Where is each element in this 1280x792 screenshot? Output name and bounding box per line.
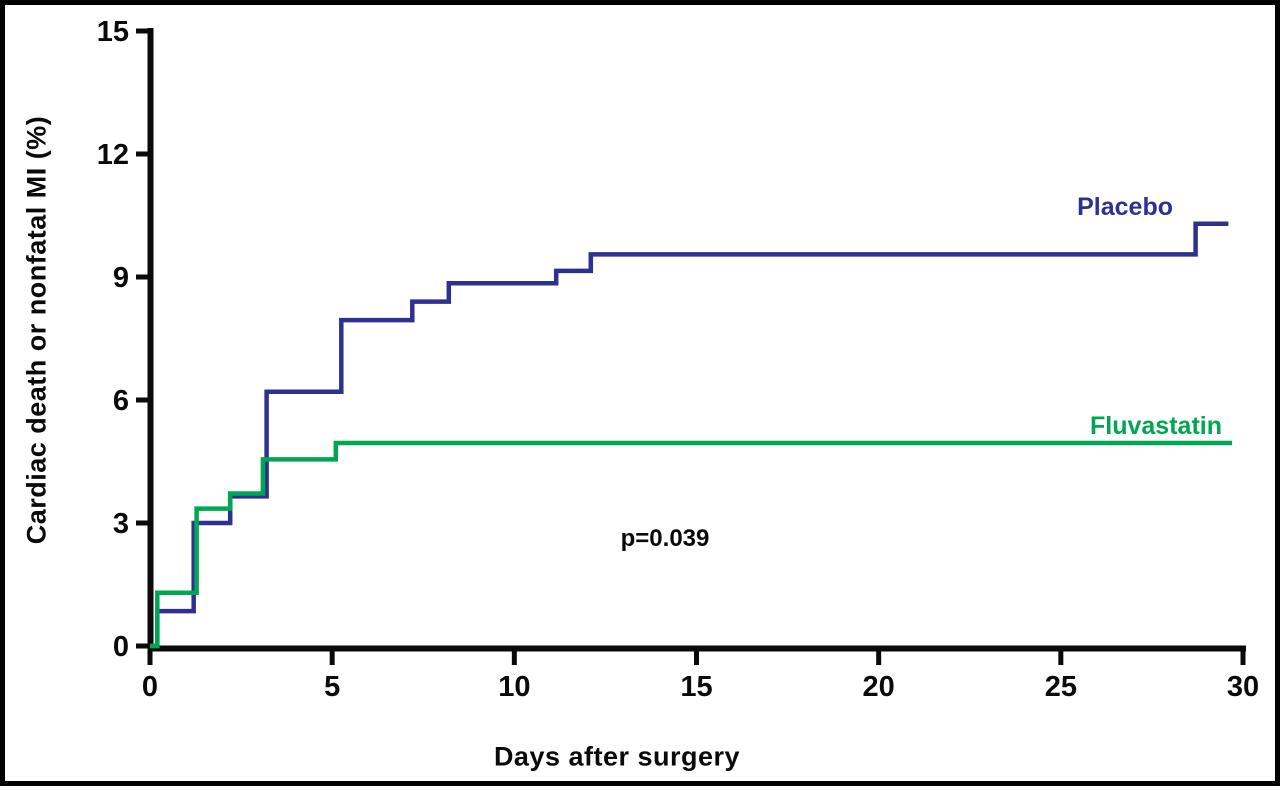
series-label-placebo: Placebo bbox=[1077, 193, 1173, 221]
y-tick-label: 3 bbox=[113, 508, 129, 540]
x-tick-label: 30 bbox=[1227, 671, 1259, 703]
y-tick-label: 12 bbox=[97, 139, 129, 171]
x-axis-title: Days after surgery bbox=[493, 741, 741, 772]
placebo-curve bbox=[150, 221, 1229, 649]
x-tick-label: 25 bbox=[1045, 671, 1077, 703]
x-tick-label: 15 bbox=[680, 671, 712, 703]
x-tick-label: 20 bbox=[863, 671, 895, 703]
y-tick-label: 15 bbox=[97, 16, 129, 48]
y-tick-label: 6 bbox=[113, 385, 129, 417]
p-value-annotation: p=0.039 bbox=[621, 525, 710, 552]
x-tick-label: 10 bbox=[498, 671, 530, 703]
series-label-fluvastatin: Fluvastatin bbox=[1090, 412, 1222, 440]
x-tick-label: 0 bbox=[142, 671, 158, 703]
x-tick-label: 5 bbox=[324, 671, 340, 703]
y-tick-label: 9 bbox=[113, 262, 129, 294]
fluvastatin-curve bbox=[150, 440, 1233, 649]
y-tick-label: 0 bbox=[113, 631, 129, 663]
